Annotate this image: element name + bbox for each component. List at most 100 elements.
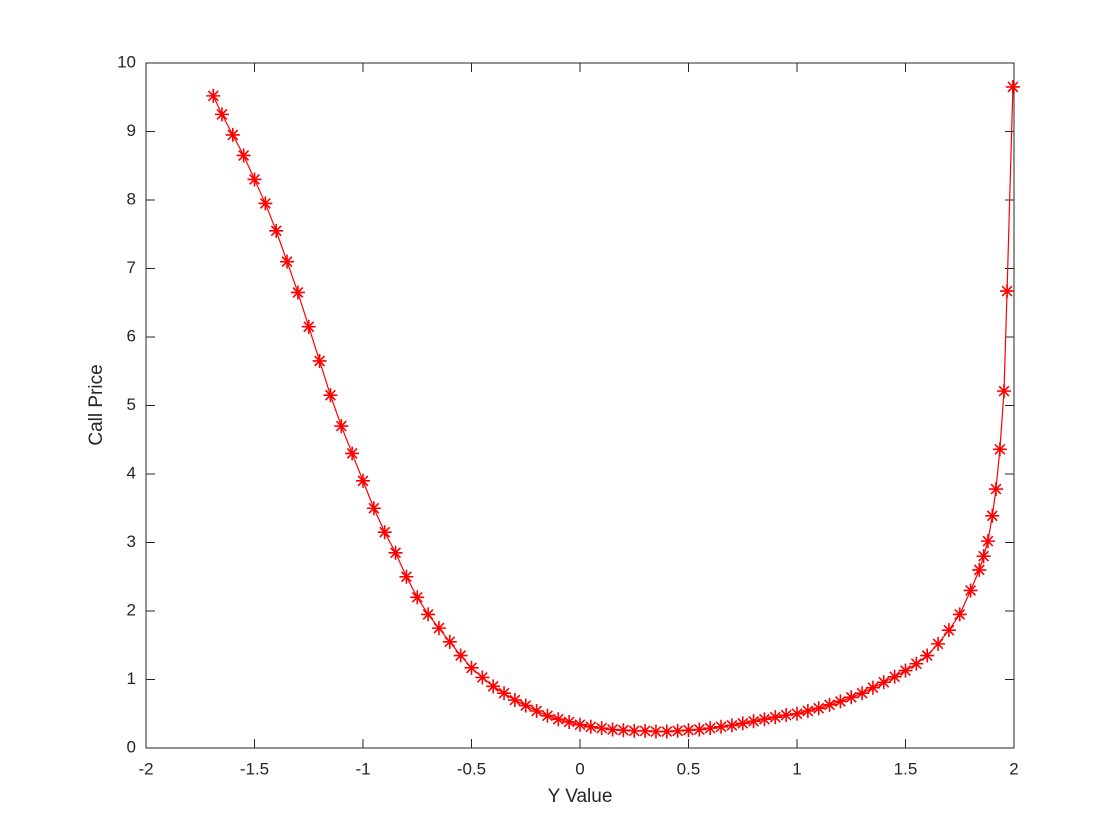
- marker: [486, 679, 501, 694]
- marker: [551, 712, 566, 727]
- marker: [399, 569, 414, 584]
- x-axis-label: Y Value: [548, 786, 613, 807]
- marker: [800, 704, 815, 719]
- marker: [345, 446, 360, 461]
- marker: [518, 698, 533, 713]
- y-axis-label: Call Price: [86, 364, 107, 445]
- marker: [992, 442, 1007, 457]
- x-tick-label: -1: [355, 759, 370, 778]
- marker: [638, 723, 653, 738]
- plot-area: [145, 62, 1015, 749]
- marker: [909, 656, 924, 671]
- y-tick-label: 5: [127, 395, 136, 414]
- marker: [941, 623, 956, 638]
- marker: [865, 680, 880, 695]
- marker: [1005, 79, 1020, 94]
- marker: [301, 319, 316, 334]
- x-tick-label: 1: [792, 759, 801, 778]
- marker: [507, 693, 522, 708]
- marker: [388, 545, 403, 560]
- marker: [724, 718, 739, 733]
- marker: [920, 648, 935, 663]
- marker: [844, 690, 859, 705]
- marker: [648, 724, 663, 739]
- marker: [497, 686, 512, 701]
- marker: [366, 501, 381, 516]
- y-tick-label: 0: [127, 737, 136, 756]
- marker: [594, 721, 609, 736]
- x-tick-label: -1.5: [240, 759, 269, 778]
- marker: [453, 648, 468, 663]
- marker: [247, 172, 262, 187]
- marker: [757, 712, 772, 727]
- marker: [822, 697, 837, 712]
- marker: [529, 704, 544, 719]
- marker: [779, 708, 794, 723]
- marker: [583, 719, 598, 734]
- marker: [931, 636, 946, 651]
- marker: [312, 353, 327, 368]
- y-tick-label: 8: [127, 189, 136, 208]
- marker: [988, 482, 1003, 497]
- marker: [225, 127, 240, 142]
- marker: [833, 694, 848, 709]
- marker: [876, 675, 891, 690]
- marker: [670, 723, 685, 738]
- marker: [206, 88, 221, 103]
- marker: [898, 663, 913, 678]
- marker: [464, 660, 479, 675]
- marker: [976, 549, 991, 564]
- y-tick-label: 3: [127, 532, 136, 551]
- marker: [442, 634, 457, 649]
- marker: [214, 107, 229, 122]
- marker: [692, 722, 707, 737]
- marker: [972, 562, 987, 577]
- marker: [963, 583, 978, 598]
- marker: [855, 686, 870, 701]
- marker: [605, 722, 620, 737]
- marker: [714, 719, 729, 734]
- y-tick-label: 1: [127, 669, 136, 688]
- marker: [236, 148, 251, 163]
- marker: [703, 721, 718, 736]
- marker: [980, 534, 995, 549]
- marker: [410, 590, 425, 605]
- marker: [811, 701, 826, 716]
- x-tick-label: -2: [138, 759, 153, 778]
- x-tick-label: 0: [575, 759, 584, 778]
- marker: [681, 723, 696, 738]
- marker: [377, 525, 392, 540]
- y-tick-label: 6: [127, 326, 136, 345]
- y-tick-label: 2: [127, 600, 136, 619]
- marker: [627, 723, 642, 738]
- marker: [258, 196, 273, 211]
- x-tick-label: 2: [1009, 759, 1018, 778]
- x-tick-label: 1.5: [894, 759, 918, 778]
- marker: [790, 706, 804, 721]
- marker: [356, 473, 370, 488]
- marker: [659, 724, 674, 739]
- marker: [887, 669, 902, 684]
- marker: [323, 388, 338, 403]
- y-tick-label: 4: [127, 463, 136, 482]
- marker: [562, 714, 577, 729]
- marker: [421, 607, 436, 622]
- marker: [573, 717, 587, 732]
- marker: [735, 716, 750, 731]
- marker: [334, 419, 349, 434]
- x-tick-label: 0.5: [677, 759, 701, 778]
- marker: [952, 607, 967, 622]
- marker: [290, 285, 305, 300]
- marker: [746, 714, 761, 729]
- marker: [269, 223, 284, 238]
- y-tick-label: 7: [127, 258, 136, 277]
- x-tick-label: -0.5: [457, 759, 486, 778]
- marker: [616, 723, 631, 738]
- y-tick-label: 9: [127, 121, 136, 140]
- y-tick-label: 10: [117, 52, 136, 71]
- marker: [1000, 284, 1015, 299]
- marker: [985, 508, 1000, 523]
- marker: [475, 670, 490, 685]
